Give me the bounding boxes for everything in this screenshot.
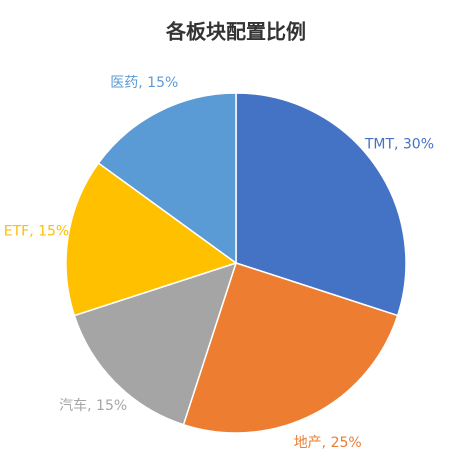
data-label: ETF, 15%	[4, 223, 69, 239]
data-label: 地产, 25%	[294, 435, 362, 451]
pie-slice	[235, 92, 407, 317]
data-label: TMT, 30%	[364, 136, 434, 152]
pie-slice	[65, 162, 238, 317]
chart-title: 各板块配置比例	[165, 20, 306, 44]
data-label: 医药, 15%	[110, 75, 178, 91]
data-label: 汽车, 15%	[59, 397, 127, 414]
pie-slice	[97, 92, 237, 265]
pie-slice	[73, 261, 238, 426]
pie-slice	[182, 262, 399, 434]
